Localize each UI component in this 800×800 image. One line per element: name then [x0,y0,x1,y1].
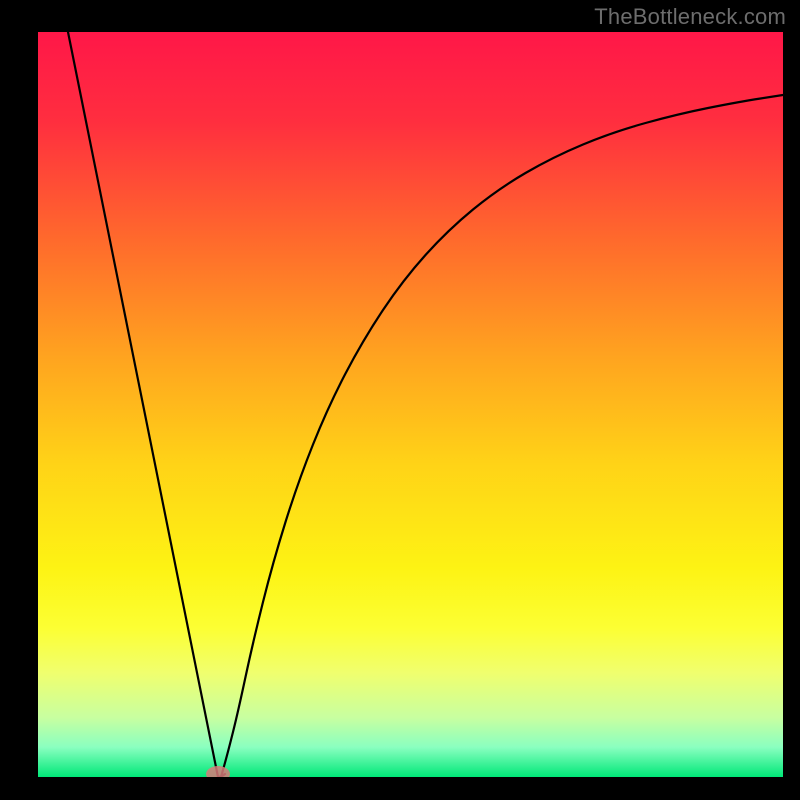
curve-svg [38,32,783,777]
plot-area [38,32,783,777]
bottleneck-curve [68,32,783,777]
vertex-marker [206,766,230,777]
watermark-text: TheBottleneck.com [594,4,786,30]
chart-container: TheBottleneck.com [0,0,800,800]
